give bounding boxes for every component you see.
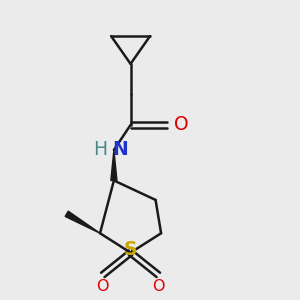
Circle shape — [97, 269, 108, 281]
Text: H: H — [93, 140, 107, 159]
Polygon shape — [65, 211, 100, 233]
Circle shape — [153, 269, 164, 281]
Circle shape — [160, 119, 173, 131]
Circle shape — [123, 245, 138, 260]
Polygon shape — [111, 150, 117, 181]
Text: O: O — [97, 279, 109, 294]
Text: O: O — [152, 279, 165, 294]
Circle shape — [106, 142, 122, 158]
Text: S: S — [124, 240, 137, 260]
Text: N: N — [112, 140, 128, 159]
Text: O: O — [174, 116, 189, 134]
